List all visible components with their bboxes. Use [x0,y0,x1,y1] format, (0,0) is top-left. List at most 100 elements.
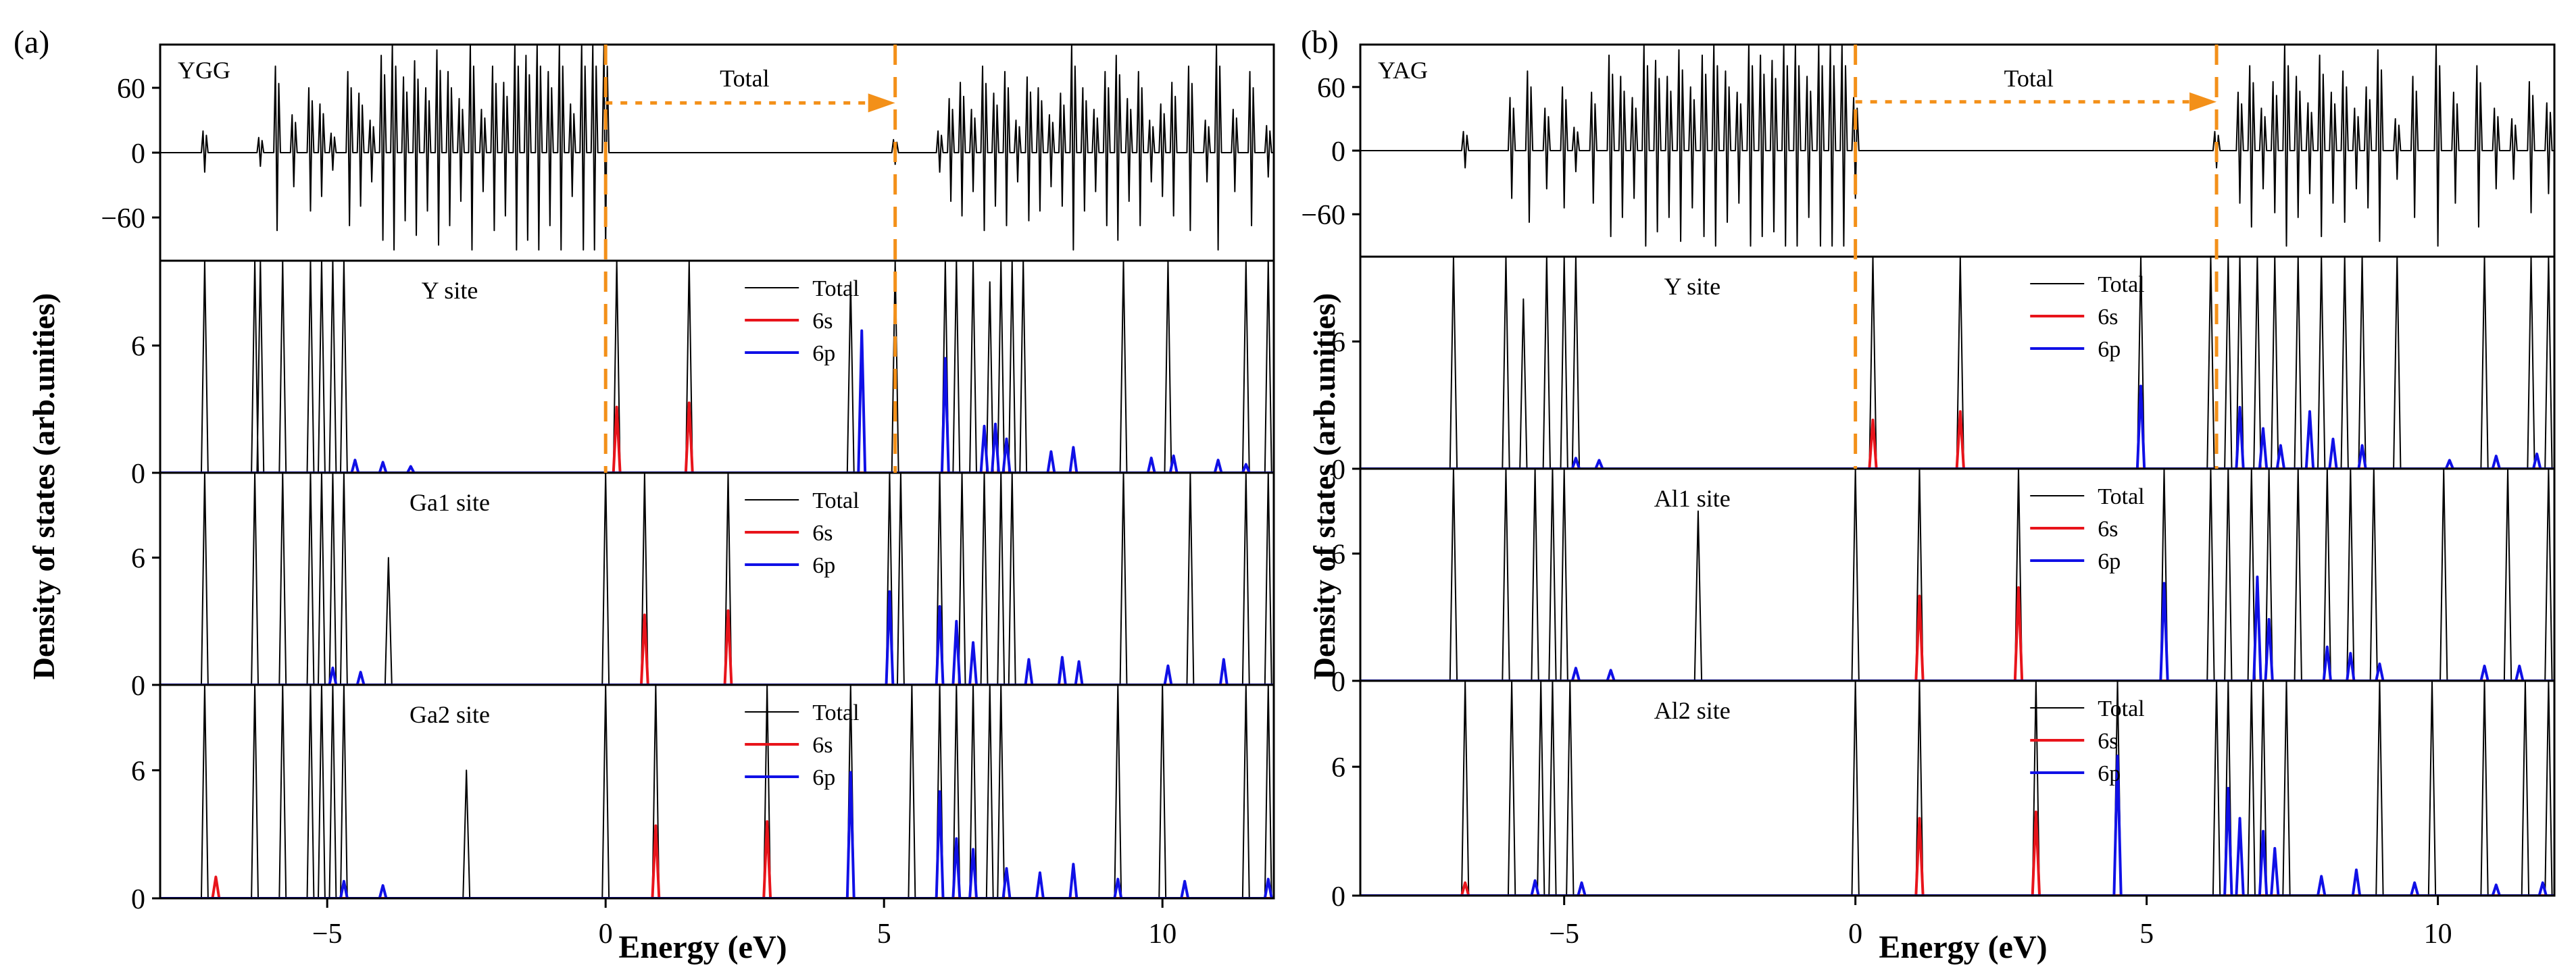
subplot-frame [159,471,1275,686]
plot-area [160,473,1274,685]
legend-label-6s: 6s [2098,729,2118,754]
series-line-total [160,261,1274,473]
series-line-total [160,685,1274,898]
legend-label-total: Total [812,488,859,513]
subplot-total: 60 0 −60 YGG Total [101,43,1275,262]
material-label: YGG [178,57,230,84]
legend-label-total: Total [812,276,859,301]
series-line-6p [1360,575,2554,681]
series-line-6s [1360,586,2554,681]
plot-area [1360,45,2554,247]
legend-label-total: Total [2098,484,2144,509]
legend-label-total: Total [812,700,859,725]
y-tick-label: 0 [131,884,145,915]
y-tick-label: 6 [131,756,145,787]
legend-label-6p: 6p [2098,549,2121,574]
legend-label-6p: 6p [812,765,835,790]
y-tick-label: 0 [131,671,145,702]
subplot-frame [159,259,1275,474]
x-tick-label: −5 [1549,919,1579,950]
y-tick-label: 60 [1317,73,1345,104]
legend-label-6s: 6s [2098,517,2118,542]
subplot-ga2-site: 6 0 Ga2 site Total 6s 6p [131,684,1275,915]
x-tick-label: 0 [1848,919,1862,950]
legend-label-6s: 6s [2098,305,2118,330]
series-line-total [1360,257,2554,469]
legend-label-total: Total [2098,696,2144,721]
y-tick-label: 0 [1331,881,1345,913]
band-gap-arrow-head [2189,92,2217,111]
site-label: Ga1 site [410,489,490,516]
series-line-6p [160,329,1274,473]
y-tick-label: 0 [131,138,145,170]
legend-label-6s: 6s [812,733,833,758]
x-tick-label: 10 [2424,919,2452,950]
panel-a: (a) Density of states (arb.unities) Ener… [14,24,1275,965]
series-line-6s [160,401,1274,473]
plot-area [160,45,1274,251]
y-tick-label: 60 [117,74,145,105]
series-line-total [1360,681,2554,896]
site-label: Al1 site [1654,485,1731,512]
plot-area [1360,257,2554,469]
y-tick-label: 0 [1331,455,1345,486]
panel-b-label: (b) [1301,24,1339,60]
y-tick-label: −60 [101,203,145,234]
x-tick-label: 5 [2139,919,2154,950]
plot-area [160,685,1274,898]
y-tick-label: 6 [131,544,145,575]
y-tick-label: 0 [1331,667,1345,698]
legend-label-6s: 6s [812,521,833,546]
y-tick-label: 6 [1331,328,1345,359]
plot-area [1360,469,2554,681]
series-line-6s [160,820,1274,898]
y-tick-label: 0 [131,459,145,490]
plot-area [160,261,1274,473]
panel-b: (b) Density of states (arb.unities) Ener… [1301,24,2556,965]
subplot-frame [1359,679,2556,897]
subplot-title: Total [2004,65,2053,92]
subplot-title: Total [720,65,769,92]
series-line-6s [1360,810,2554,896]
panel-a-y-axis-label: Density of states (arb.unities) [26,293,61,679]
y-tick-label: 0 [1331,136,1345,168]
series-line-6p [160,771,1274,898]
plot-area [1360,681,2554,896]
site-label: Y site [1664,273,1720,300]
material-label: YAG [1378,57,1428,84]
subplot-frame [159,684,1275,900]
legend-label-6s: 6s [812,309,833,334]
x-tick-label: −5 [312,919,343,950]
panel-b-y-axis-label: Density of states (arb.unities) [1307,293,1341,679]
band-gap-marker [603,45,897,473]
x-tick-label: 5 [877,919,891,950]
subplot-total: 60 0 −60 YAG Total [1301,43,2556,258]
series-line-total [160,473,1274,685]
band-gap-arrow-head [868,93,895,113]
subplot-al2-site: 6 0 Al2 site Total 6s 6p [1331,679,2556,913]
site-label: Ga2 site [410,701,490,728]
x-tick-label: 10 [1148,919,1176,950]
series-line-6s [160,609,1274,685]
y-tick-label: 6 [131,332,145,363]
legend-label-6p: 6p [812,553,835,578]
legend-label-6p: 6p [812,341,835,366]
subplot-ga1-site: 6 0 Ga1 site Total 6s 6p [131,471,1275,702]
series-line-total [1360,469,2554,681]
subplot-y-site: 6 0 Y site Total 6s 6p [1331,255,2556,486]
series-line-6p [160,590,1274,685]
panel-a-x-axis-label: Energy (eV) [618,929,787,965]
subplot-al1-site: 6 0 Al1 site Total 6s 6p [1331,467,2556,698]
panel-a-label: (a) [14,24,49,60]
legend-label-6p: 6p [2098,337,2121,362]
y-tick-label: −60 [1301,200,1345,231]
site-label: Y site [422,277,478,304]
legend-label-6p: 6p [2098,761,2121,786]
series-line-total [160,45,1274,251]
legend-label-total: Total [2098,272,2144,297]
y-tick-label: 6 [1331,752,1345,784]
series-line-6s [1360,410,2554,469]
subplot-y-site: 6 0 Y site Total 6s 6p [131,259,1275,490]
panel-b-x-axis-label: Energy (eV) [1879,929,2047,965]
